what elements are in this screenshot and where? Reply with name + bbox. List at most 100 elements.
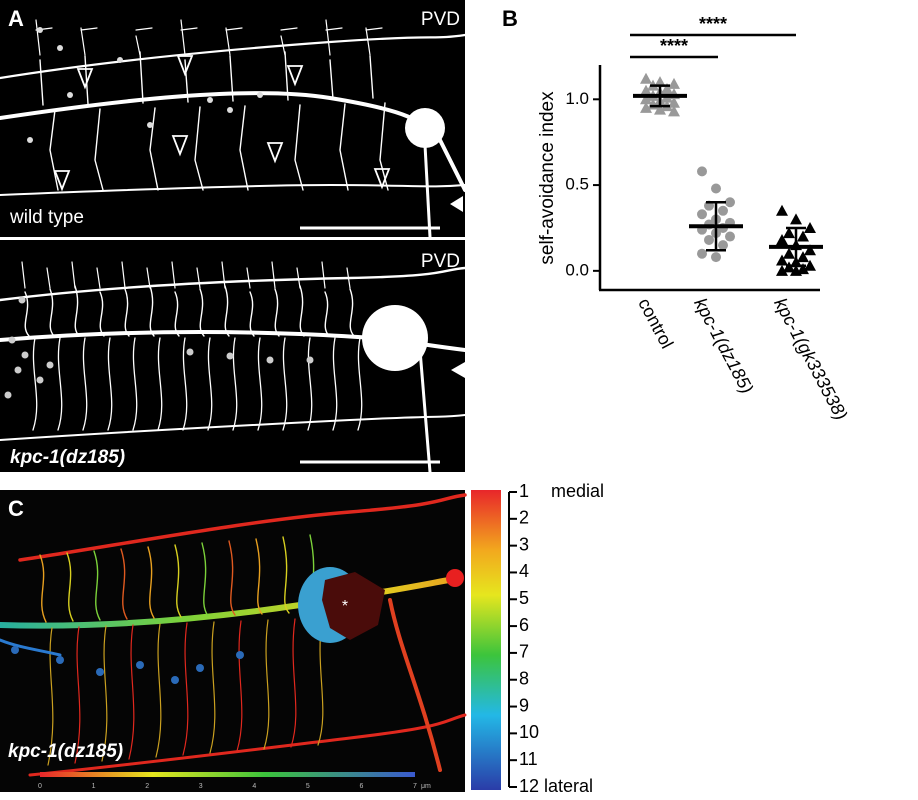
data-point xyxy=(718,205,728,216)
depth-scale-label: 5 xyxy=(306,783,310,790)
neuron-wild-type xyxy=(0,19,467,239)
color-bar xyxy=(471,490,501,790)
dendrite xyxy=(299,285,305,337)
color-bar-label: 7 xyxy=(519,642,529,662)
puncta xyxy=(37,27,43,33)
dot-plot: 0.0 0.5 1.0 control kpc-1(dz185) kpc-1(gk3335… xyxy=(565,14,851,424)
dendrite xyxy=(121,261,126,289)
puncta xyxy=(227,107,233,113)
data-point xyxy=(661,83,673,95)
dendrite xyxy=(80,27,98,56)
depth-scale-label: 7 xyxy=(413,783,417,790)
dendrite xyxy=(147,546,155,619)
dendrite xyxy=(82,337,88,431)
data-point xyxy=(804,244,816,256)
panel-letter: C xyxy=(8,496,24,521)
dendrite xyxy=(329,59,334,100)
data-point xyxy=(776,204,788,216)
arrowhead xyxy=(266,142,284,164)
arrowhead xyxy=(450,196,463,212)
color-bar-label: 2 xyxy=(519,508,529,528)
y-tick-label: 0.5 xyxy=(565,175,589,194)
dendrite xyxy=(171,261,176,289)
cell-body-right xyxy=(446,569,464,587)
genotype-label: kpc-1(dz185) xyxy=(8,741,123,762)
dendrite xyxy=(0,414,466,441)
data-point xyxy=(797,251,809,263)
dendrite xyxy=(84,55,89,105)
dendrite xyxy=(280,27,298,56)
dendrite xyxy=(66,552,74,622)
panel-letter: B xyxy=(502,6,518,31)
puncta xyxy=(57,45,63,51)
dendrite xyxy=(149,107,159,191)
data-point xyxy=(790,213,802,225)
dendrite xyxy=(199,288,205,337)
dendrite xyxy=(307,337,313,431)
puncta xyxy=(56,656,64,664)
dendrite xyxy=(236,620,243,752)
dendrite xyxy=(0,33,467,80)
dendrite xyxy=(207,337,213,431)
puncta xyxy=(67,92,73,98)
data-point xyxy=(790,264,802,276)
dendrite xyxy=(228,540,236,616)
dendrite xyxy=(221,261,226,289)
dendrite xyxy=(93,550,101,621)
dendrite xyxy=(0,575,463,629)
depth-scale-label: 2 xyxy=(145,783,149,790)
dendrite xyxy=(294,104,304,191)
dendrite xyxy=(107,337,113,431)
puncta xyxy=(226,352,234,360)
dendrite xyxy=(284,51,289,101)
data-point xyxy=(776,233,788,245)
dendrite xyxy=(239,105,249,191)
x-tick-label: control xyxy=(634,295,677,352)
x-tick-label: kpc-1(dz185) xyxy=(690,295,757,397)
dendrite xyxy=(365,27,383,56)
color-bar-label: 4 xyxy=(519,561,529,581)
data-point xyxy=(640,72,652,84)
color-bar-label: 10 xyxy=(519,722,539,742)
dendrite xyxy=(282,536,290,614)
depth-scale xyxy=(40,772,415,777)
data-point xyxy=(718,240,728,251)
y-tick-label: 1.0 xyxy=(565,89,589,108)
micrograph-wild-type xyxy=(0,0,465,237)
data-point xyxy=(783,247,795,259)
color-bar-label: 3 xyxy=(519,534,529,554)
dendrite xyxy=(209,621,216,754)
data-point xyxy=(668,77,680,89)
dendrite xyxy=(174,544,182,618)
dendrite xyxy=(71,261,76,289)
panel-letter: A xyxy=(8,6,24,31)
dendrite xyxy=(49,109,59,191)
dendrite xyxy=(263,619,270,750)
data-point xyxy=(804,259,816,271)
puncta xyxy=(196,664,204,672)
dendrite xyxy=(124,288,130,337)
puncta xyxy=(8,336,16,344)
dendrite xyxy=(321,261,326,289)
significance-label: **** xyxy=(660,36,688,56)
genotype-label: wild type xyxy=(9,207,84,228)
data-point xyxy=(797,230,809,242)
depth-scale-label: 0 xyxy=(38,783,42,790)
dendrite xyxy=(232,337,238,431)
dendrite xyxy=(229,55,234,102)
dendrite xyxy=(32,337,38,431)
dendrite xyxy=(196,267,201,289)
color-bar-label: 9 xyxy=(519,695,529,715)
cell-body xyxy=(362,305,428,371)
color-bar-label: 6 xyxy=(519,615,529,635)
data-point xyxy=(668,96,680,108)
color-bar-bottom-label: lateral xyxy=(544,776,593,796)
dendrite xyxy=(49,288,55,337)
y-axis-label: self-avoidance index xyxy=(537,91,558,265)
arrowhead xyxy=(451,362,465,378)
dendrite xyxy=(139,51,144,104)
dendrite xyxy=(101,625,108,762)
color-bar-label: 1 xyxy=(519,481,529,501)
depth-scale-label: 4 xyxy=(252,783,256,790)
